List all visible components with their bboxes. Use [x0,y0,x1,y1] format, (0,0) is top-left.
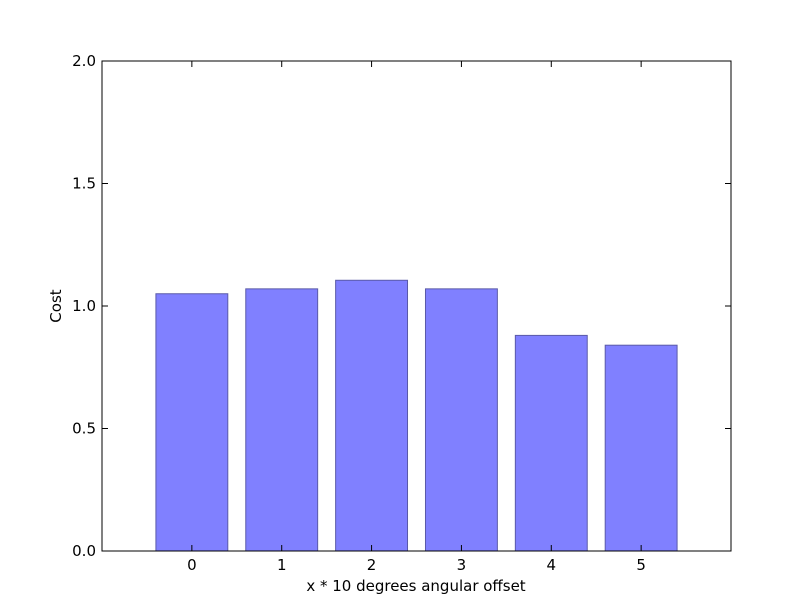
x-tick-label: 1 [277,556,287,574]
bar-4 [514,334,588,552]
bar-0 [155,293,229,552]
x-tick-label: 2 [367,556,377,574]
y-axis-label: Cost [47,289,65,322]
x-tick-label: 3 [457,556,467,574]
bar-5 [604,344,678,552]
bar-3 [424,288,498,552]
x-tick-label: 4 [547,556,557,574]
y-axis: 0.0 0.5 1.0 1.5 2.0 [72,52,731,560]
x-axis-label: x * 10 degrees angular offset [306,577,525,595]
x-tick-label: 0 [187,556,197,574]
bar-2 [335,279,409,552]
y-tick-label: 1.5 [72,175,96,193]
y-tick-label: 0.5 [72,420,96,438]
bars-group [155,279,678,552]
y-tick-label: 2.0 [72,52,96,70]
x-tick-label: 5 [636,556,646,574]
bar-1 [245,288,319,552]
x-axis: 0 1 2 3 4 5 [187,61,646,574]
y-tick-label: 0.0 [72,542,96,560]
y-tick-label: 1.0 [72,297,96,315]
